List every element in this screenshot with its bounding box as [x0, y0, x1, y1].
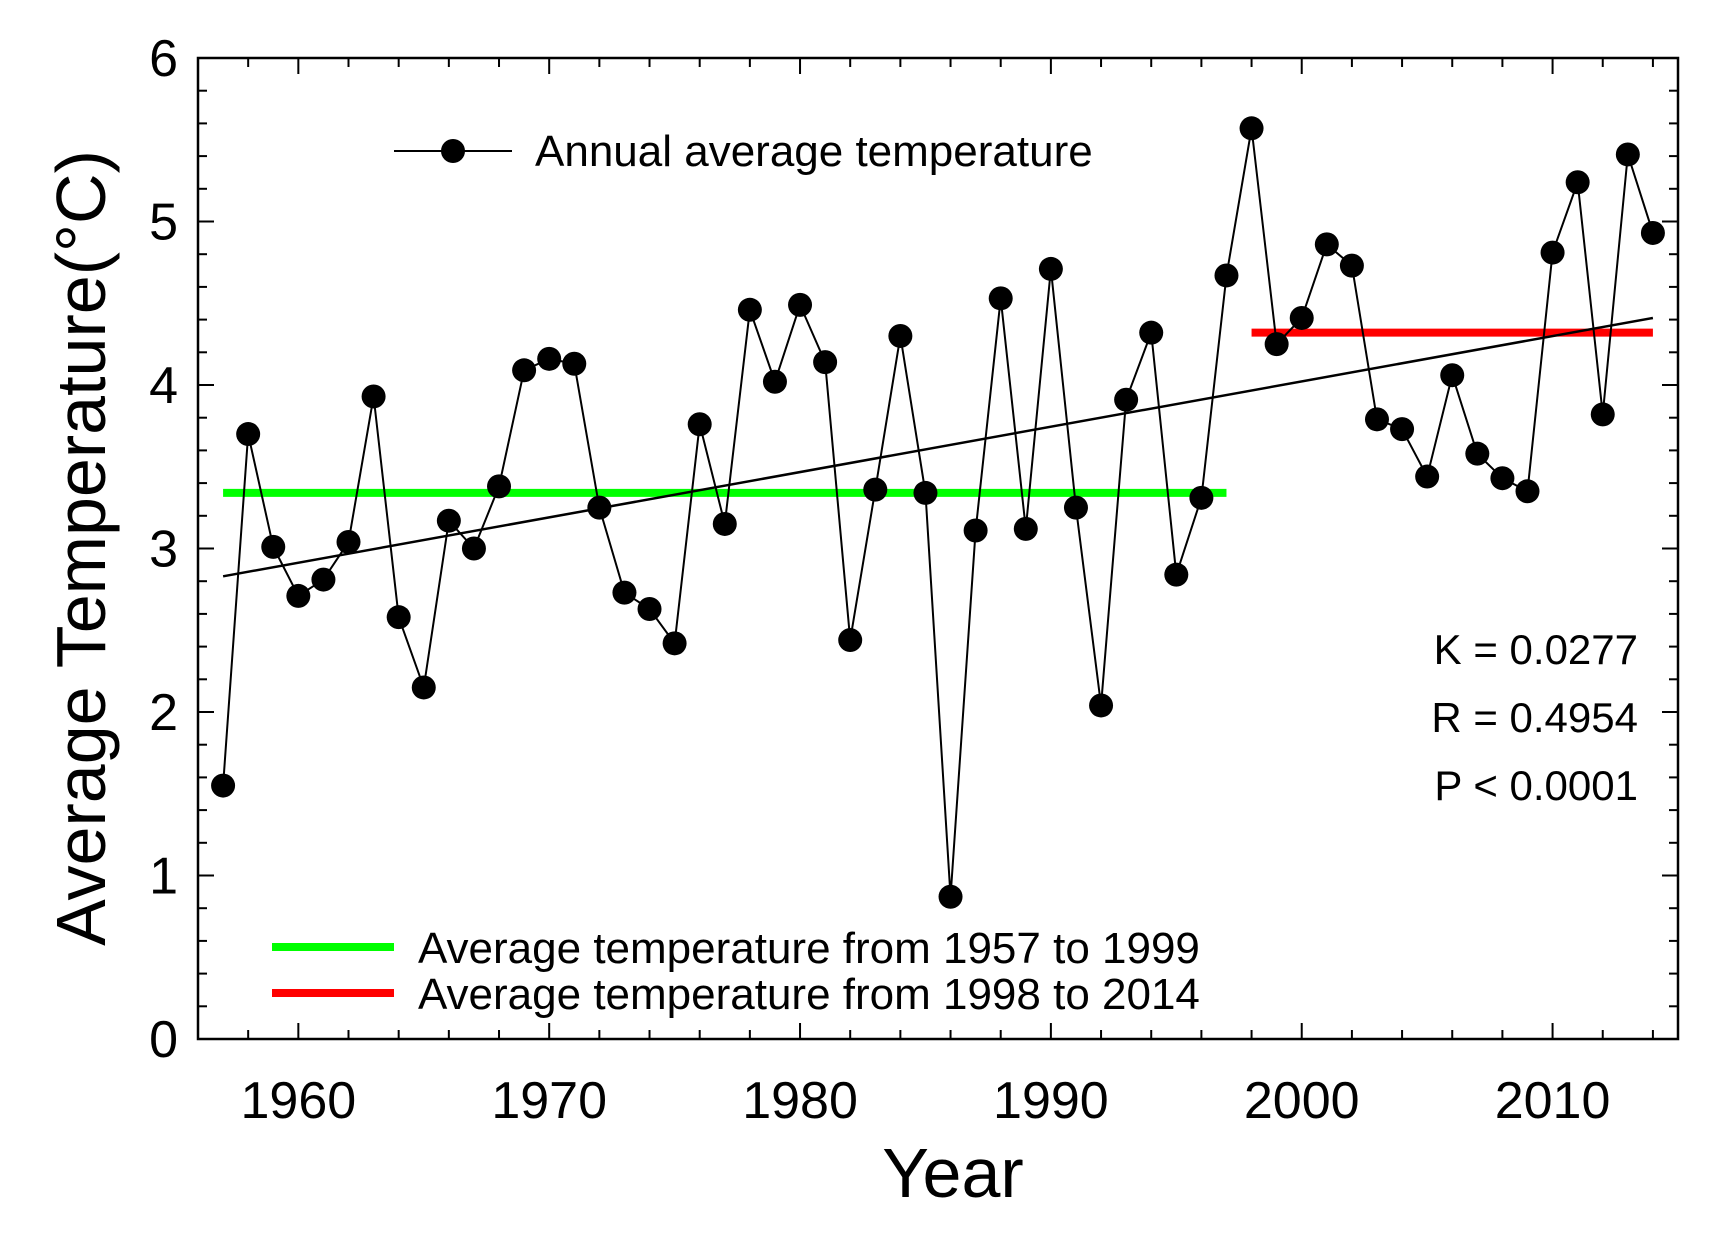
data-point-1976: [687, 412, 712, 437]
data-point-2003: [1364, 407, 1389, 432]
tick-labels: 1960 1970 1980 1990 2000 2010 0 1 2 3 4 5 6: [149, 30, 1610, 1130]
stat-p: P < 0.0001: [1434, 762, 1638, 809]
data-point-1967: [461, 536, 486, 561]
data-point-1988: [988, 286, 1013, 311]
data-point-2000: [1289, 305, 1314, 330]
data-point-2011: [1565, 170, 1590, 195]
data-point-1966: [436, 508, 461, 533]
y-tick-label: 1: [149, 848, 178, 906]
data-point-1963: [361, 384, 386, 409]
x-tick-label: 1960: [240, 1072, 356, 1130]
data-point-2001: [1314, 232, 1339, 257]
x-axis-title: Year: [882, 1134, 1023, 1212]
data-point-2010: [1540, 240, 1565, 265]
series-line: [222, 128, 1654, 897]
x-tick-label: 2010: [1495, 1072, 1611, 1130]
axis-ticks: [197, 57, 1678, 1040]
data-point-1961: [311, 567, 336, 592]
data-point-1985: [913, 480, 938, 505]
data-point-1997: [1214, 263, 1239, 288]
stat-r: R = 0.4954: [1431, 694, 1638, 741]
data-point-1995: [1164, 562, 1189, 587]
data-point-2012: [1590, 402, 1615, 427]
data-point-2008: [1490, 466, 1515, 491]
legend-series-label: Annual average temperature: [535, 127, 1093, 176]
data-point-1962: [336, 529, 361, 554]
data-point-1969: [512, 358, 537, 383]
average-lines: [223, 328, 1653, 497]
y-tick-label: 3: [149, 521, 178, 579]
legend-series-marker: [441, 139, 465, 163]
data-point-1992: [1089, 693, 1114, 718]
data-point-2005: [1415, 464, 1440, 489]
data-point-1987: [963, 518, 988, 543]
data-point-2002: [1339, 253, 1364, 278]
x-tick-label: 1980: [742, 1072, 858, 1130]
data-point-1972: [587, 495, 612, 520]
y-tick-label: 2: [149, 684, 178, 742]
data-point-1978: [737, 297, 762, 322]
data-point-1994: [1139, 320, 1164, 345]
x-tick-label: 1970: [491, 1072, 607, 1130]
legend-averages: Average temperature from 1957 to 1999 Av…: [272, 924, 1200, 1019]
data-point-1986: [938, 884, 963, 909]
legend-red-label: Average temperature from 1998 to 2014: [418, 970, 1200, 1019]
data-point-1993: [1114, 387, 1139, 412]
data-point-1977: [712, 511, 737, 536]
data-point-1965: [411, 675, 436, 700]
data-point-1958: [236, 422, 261, 447]
y-tick-label: 0: [149, 1011, 178, 1069]
y-tick-label: 6: [149, 30, 178, 88]
plot-area: [196, 56, 1680, 1041]
data-point-1984: [888, 323, 913, 348]
data-point-1982: [838, 628, 863, 653]
data-point-1974: [637, 596, 662, 621]
y-tick-label: 5: [149, 194, 178, 252]
data-point-1980: [788, 292, 813, 317]
data-point-1973: [612, 580, 637, 605]
data-points: [211, 116, 1665, 909]
data-point-2009: [1515, 479, 1540, 504]
data-point-1957: [211, 773, 236, 798]
y-tick-label: 4: [149, 357, 178, 415]
data-point-2013: [1615, 142, 1640, 167]
data-point-2006: [1440, 363, 1465, 388]
stats-block: K = 0.0277 R = 0.4954 P < 0.0001: [1431, 626, 1638, 809]
legend-green-label: Average temperature from 1957 to 1999: [418, 924, 1200, 973]
data-point-1991: [1063, 495, 1088, 520]
y-axis-title: Average Temperature(°C): [42, 150, 120, 946]
data-point-1975: [662, 631, 687, 656]
data-point-1971: [562, 351, 587, 376]
data-point-1998: [1239, 116, 1264, 141]
data-point-1979: [762, 369, 787, 394]
data-point-2007: [1465, 441, 1490, 466]
x-tick-label: 2000: [1244, 1072, 1360, 1130]
data-point-1959: [261, 534, 286, 559]
data-point-1968: [487, 474, 512, 499]
data-point-1964: [386, 605, 411, 630]
legend-series: Annual average temperature: [394, 127, 1093, 176]
data-point-1983: [863, 477, 888, 502]
data-point-1970: [537, 346, 562, 371]
data-point-1996: [1189, 485, 1214, 510]
data-point-1960: [286, 583, 311, 608]
x-tick-label: 1990: [993, 1072, 1109, 1130]
data-point-1999: [1264, 332, 1289, 357]
data-point-1989: [1013, 516, 1038, 541]
stat-k: K = 0.0277: [1434, 626, 1638, 673]
data-point-1990: [1038, 256, 1063, 281]
data-point-2004: [1390, 417, 1415, 442]
data-point-1981: [813, 350, 838, 375]
data-point-2014: [1640, 220, 1665, 245]
